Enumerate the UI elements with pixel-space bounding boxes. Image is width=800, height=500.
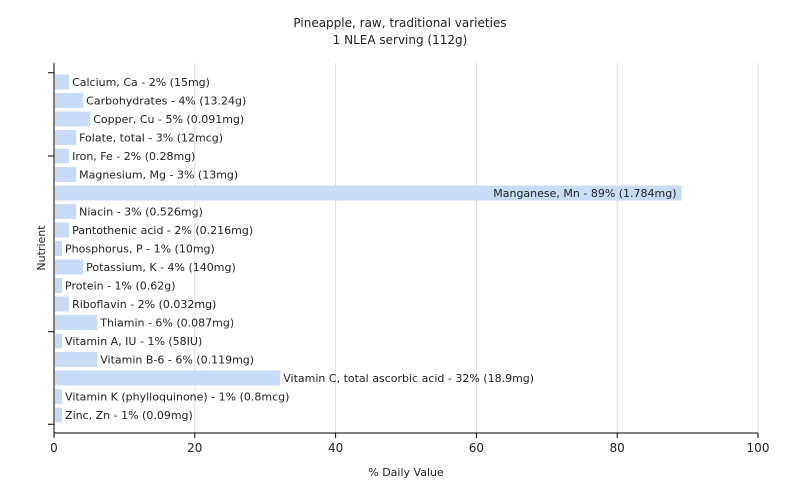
bar [55,241,63,256]
bar-label: Copper, Cu - 5% (0.091mg) [93,113,244,126]
chart-subtitle: 1 NLEA serving (112g) [333,33,468,47]
x-tick-label: 40 [328,441,343,455]
bar [55,111,91,127]
bar [55,74,70,90]
bar [55,185,682,201]
bar [55,389,63,404]
bar-label: Thiamin - 6% (0.087mg) [99,317,234,330]
bar-label: Carbohydrates - 4% (13.24g) [86,95,246,108]
x-tick-label: 0 [50,441,58,455]
bar [55,296,70,312]
bar-label: Manganese, Mn - 89% (1.784mg) [493,187,676,200]
bar [55,370,281,386]
axes: 0 20 40 60 80 100 [48,63,769,455]
bar [55,352,98,367]
bar-label: Vitamin K (phylloquinone) - 1% (0.8mcg) [65,391,289,404]
x-tick-label: 20 [187,441,202,455]
bar [55,204,77,219]
bar-label: Phosphorus, P - 1% (10mg) [65,243,215,256]
bar-label: Pantothenic acid - 2% (0.216mg) [72,224,253,237]
bar [55,130,77,145]
bar [55,407,63,423]
bar-label: Zinc, Zn - 1% (0.09mg) [65,409,193,422]
bar-label: Potassium, K - 4% (140mg) [86,261,236,274]
bar-label: Iron, Fe - 2% (0.28mg) [72,150,195,163]
x-tick-label: 80 [610,441,625,455]
bars: Calcium, Ca - 2% (15mg) Carbohydrates - 4… [55,74,682,423]
x-tick-label: 100 [747,441,770,455]
bar-label: Vitamin C, total ascorbic acid - 32% (18… [283,372,534,385]
bar-label: Niacin - 3% (0.526mg) [79,206,203,219]
x-tick-label: 60 [469,441,484,455]
bar-label: Calcium, Ca - 2% (15mg) [72,76,210,89]
chart-title: Pineapple, raw, traditional varieties [293,16,506,30]
bar-label: Protein - 1% (0.62g) [65,280,176,293]
bar-label: Magnesium, Mg - 3% (13mg) [79,169,238,182]
bar [55,222,70,238]
x-axis-label: % Daily Value [368,466,444,479]
bar [55,93,84,108]
bar-label: Vitamin B-6 - 6% (0.119mg) [100,354,254,367]
bar [55,333,63,349]
bar [55,259,84,275]
bar-label: Riboflavin - 2% (0.032mg) [72,298,216,311]
y-axis-label: Nutrient [35,225,48,271]
bar [55,315,98,330]
bar-label: Folate, total - 3% (12mcg) [79,132,223,145]
bar [55,148,70,164]
bar [55,167,77,182]
bar-label: Vitamin A, IU - 1% (58IU) [65,335,202,348]
bar [55,278,63,293]
